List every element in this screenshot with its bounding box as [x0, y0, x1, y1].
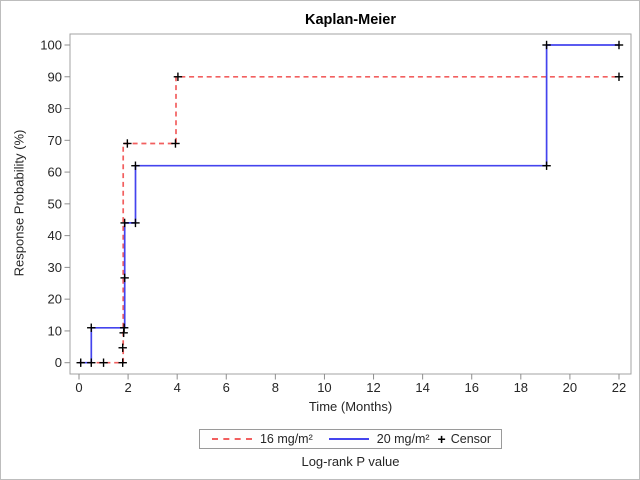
svg-text:20: 20 [563, 380, 577, 395]
x-axis-title: Time (Months) [308, 399, 393, 414]
svg-text:6: 6 [223, 380, 230, 395]
chart-title: Kaplan-Meier [304, 12, 397, 28]
svg-text:10: 10 [317, 380, 331, 395]
legend-label-16mg: 16 mg/m² [259, 432, 313, 446]
svg-text:12: 12 [366, 380, 380, 395]
legend-blue-solid-line-icon [328, 438, 369, 440]
svg-text:20: 20 [48, 292, 62, 307]
svg-text:70: 70 [48, 133, 62, 148]
svg-text:16: 16 [464, 380, 478, 395]
svg-text:2: 2 [124, 380, 131, 395]
legend-label-censor: Censor [450, 432, 492, 446]
series-line-1 [79, 44, 619, 364]
svg-text:22: 22 [612, 380, 626, 395]
legend-row: 16 mg/m² 20 mg/m² + Censor [70, 429, 631, 449]
svg-text:50: 50 [48, 196, 62, 211]
svg-text:90: 90 [48, 69, 62, 84]
svg-text:0: 0 [75, 380, 82, 395]
x-axis-ticks: 0 2 4 6 8 10 12 14 16 18 20 22 [75, 374, 626, 395]
legend-censor-plus-icon: + [437, 431, 446, 447]
svg-text:8: 8 [272, 380, 279, 395]
svg-text:4: 4 [174, 380, 181, 395]
svg-text:60: 60 [48, 165, 62, 180]
legend-label-20mg: 20 mg/m² [376, 432, 430, 446]
svg-text:18: 18 [514, 380, 528, 395]
legend-red-dashed-line-icon [211, 438, 252, 440]
svg-text:30: 30 [48, 260, 62, 275]
series-line-0 [79, 75, 619, 364]
svg-text:80: 80 [48, 101, 62, 116]
svg-text:100: 100 [40, 38, 62, 53]
svg-text:0: 0 [55, 355, 62, 370]
censor-marks [76, 40, 624, 367]
svg-text:40: 40 [48, 228, 62, 243]
legend: 16 mg/m² 20 mg/m² + Censor [198, 429, 503, 449]
logrank-caption: Log-rank P value [301, 454, 400, 469]
y-axis-ticks: 0 10 20 30 40 50 60 70 80 90 100 [40, 38, 70, 370]
svg-text:14: 14 [415, 380, 429, 395]
svg-text:10: 10 [48, 323, 62, 338]
